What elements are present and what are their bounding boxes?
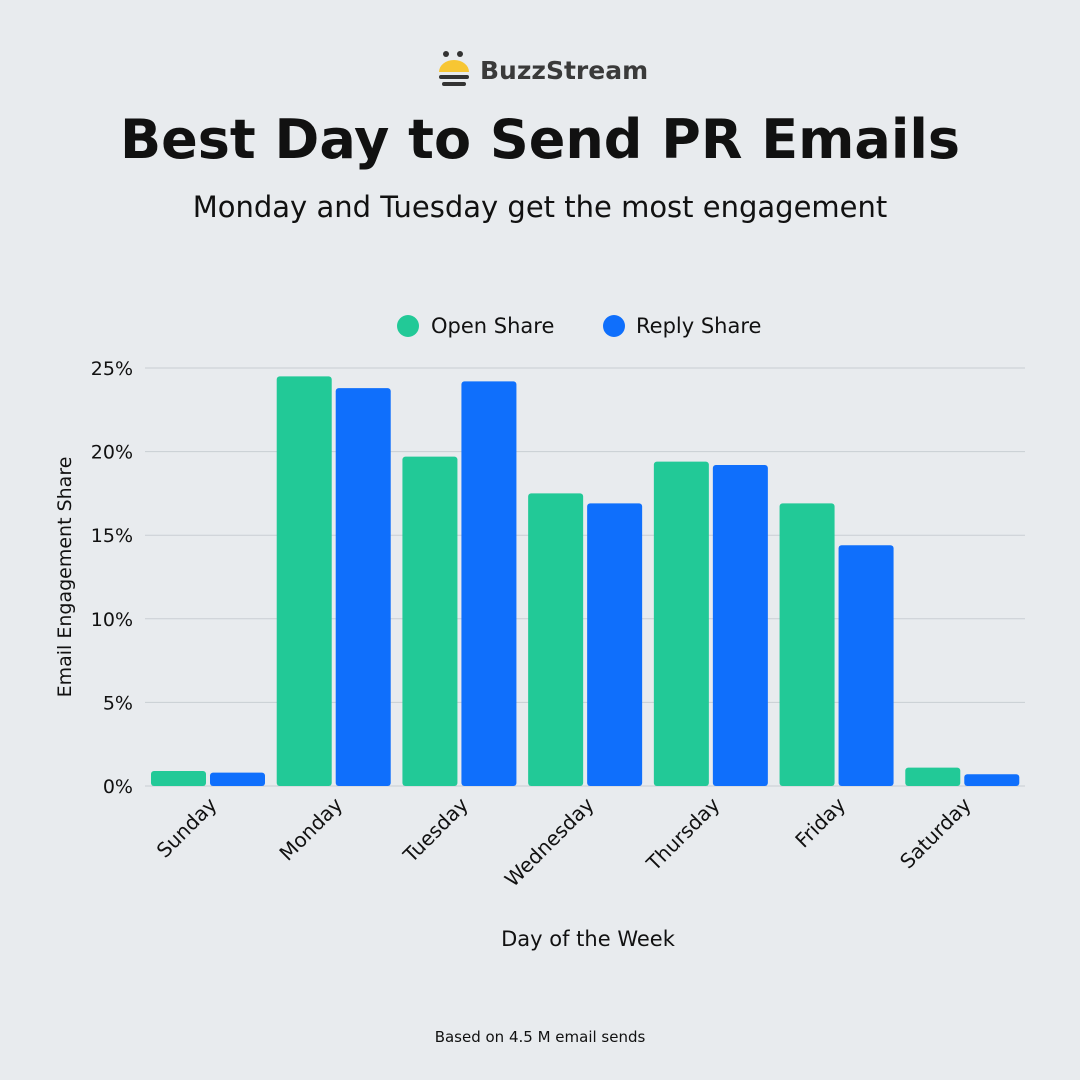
bar-monday-reply — [335, 388, 391, 786]
bar-tuesday-open — [402, 456, 458, 786]
legend-open-label: Open Share — [431, 314, 554, 338]
y-tick-label: 15% — [91, 525, 133, 547]
brand-name: BuzzStream — [480, 55, 649, 85]
legend-open-marker — [397, 315, 419, 337]
bar-thursday-reply — [712, 464, 768, 786]
bar-sunday-open — [151, 770, 206, 786]
x-tick-label: Saturday — [895, 792, 976, 873]
y-tick-label: 5% — [103, 692, 133, 714]
x-tick-label: Friday — [790, 792, 850, 852]
bar-friday-open — [779, 503, 835, 786]
y-tick-label: 0% — [103, 776, 133, 798]
brand-logo: BuzzStream — [436, 50, 648, 90]
bar-wednesday-open — [528, 493, 584, 786]
y-axis-label: Email Engagement Share — [54, 457, 76, 698]
bar-friday-reply — [838, 545, 894, 786]
bar-saturday-reply — [964, 774, 1020, 786]
page-title: Best Day to Send PR Emails — [120, 108, 960, 171]
bar-tuesday-reply — [461, 381, 517, 786]
x-axis-label: Day of the Week — [501, 927, 676, 951]
y-tick-label: 25% — [91, 358, 133, 380]
x-tick-label: Sunday — [152, 792, 222, 862]
legend-reply-label: Reply Share — [636, 314, 761, 338]
bar-monday-open — [276, 376, 332, 786]
x-tick-label: Tuesday — [398, 792, 473, 867]
footnote: Based on 4.5 M email sends — [434, 1028, 646, 1046]
page-subtitle: Monday and Tuesday get the most engageme… — [192, 190, 888, 224]
bar-saturday-open — [905, 767, 961, 786]
bar-thursday-open — [653, 461, 709, 786]
legend-reply-marker — [603, 315, 625, 337]
y-tick-label: 20% — [91, 442, 133, 464]
bee-logo-icon — [439, 51, 469, 86]
y-tick-label: 10% — [91, 609, 133, 631]
bar-wednesday-reply — [587, 503, 643, 786]
x-tick-label: Monday — [274, 792, 347, 865]
x-tick-label: Wednesday — [500, 792, 599, 891]
x-tick-label: Thursday — [641, 792, 725, 876]
bar-sunday-reply — [210, 772, 265, 786]
legend: Open Share Reply Share — [397, 314, 761, 338]
